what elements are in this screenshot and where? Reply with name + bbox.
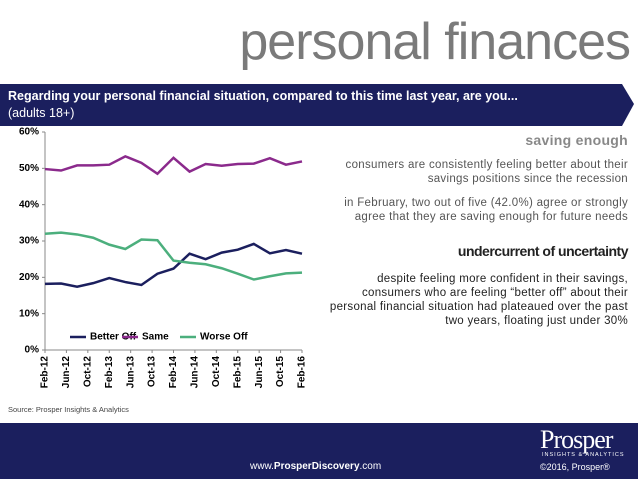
question: Regarding your personal financial situat… xyxy=(8,89,518,103)
x-tick-label: Oct-14 xyxy=(211,356,222,388)
logo: Prosper xyxy=(540,425,613,454)
y-tick-label: 30% xyxy=(19,236,39,247)
legend-label: Better Off xyxy=(90,332,137,343)
website: www.ProsperDiscovery.com xyxy=(250,461,381,472)
x-tick-label: Feb-16 xyxy=(297,356,308,389)
copyright: ©2016, Prosper® xyxy=(540,462,610,472)
paragraph: despite feeling more confident in their … xyxy=(329,273,628,327)
paragraph: consumers are consistently feeling bette… xyxy=(345,159,628,185)
footer-band xyxy=(0,423,638,479)
x-tick-label: Feb-15 xyxy=(232,356,243,389)
url-part: ProsperDiscovery xyxy=(273,461,360,472)
y-tick-label: 60% xyxy=(19,127,39,138)
chart: 0% 10% 20% 30% 40% 50% 60% Feb-12 Jun-12 Oct-12 Fe… xyxy=(19,127,308,389)
x-tick-label: Jun-12 xyxy=(61,356,72,389)
line xyxy=(44,231,303,281)
slide-title: personal finances xyxy=(239,13,631,71)
heading: saving enough xyxy=(525,132,628,148)
base-note: (adults 18+) xyxy=(8,106,75,120)
y-tick-label: 0% xyxy=(25,345,40,356)
y-tick-label: 10% xyxy=(19,308,39,319)
logo-sub: INSIGHTS & ANALYTICS xyxy=(542,452,625,458)
heading: undercurrent of uncertainty xyxy=(457,243,629,259)
x-tick-label: Jun-14 xyxy=(190,356,201,389)
y-tick-label: 50% xyxy=(19,163,39,174)
x-tick-label: Oct-12 xyxy=(82,356,93,388)
legend-label: Same xyxy=(142,332,169,343)
x-tick-label: Oct-13 xyxy=(147,356,158,388)
x-tick-label: Feb-12 xyxy=(40,356,51,389)
x-tick-label: Jun-15 xyxy=(254,356,265,389)
url-part: .com xyxy=(359,461,382,472)
banner-shape xyxy=(0,84,634,126)
line xyxy=(44,154,303,176)
y-tick-label: 20% xyxy=(19,272,39,283)
y-tick-label: 40% xyxy=(19,199,39,210)
legend-label: Worse Off xyxy=(200,332,248,343)
paragraph: in February, two out of five (42.0%) agr… xyxy=(344,197,628,223)
x-tick-label: Feb-13 xyxy=(104,356,115,389)
source: Source: Prosper Insights & Analytics xyxy=(8,405,129,414)
url-part: www. xyxy=(250,461,274,472)
x-tick-label: Feb-14 xyxy=(168,356,179,389)
x-tick-label: Oct-15 xyxy=(275,356,286,388)
line xyxy=(44,242,303,289)
x-tick-label: Jun-13 xyxy=(125,356,136,389)
